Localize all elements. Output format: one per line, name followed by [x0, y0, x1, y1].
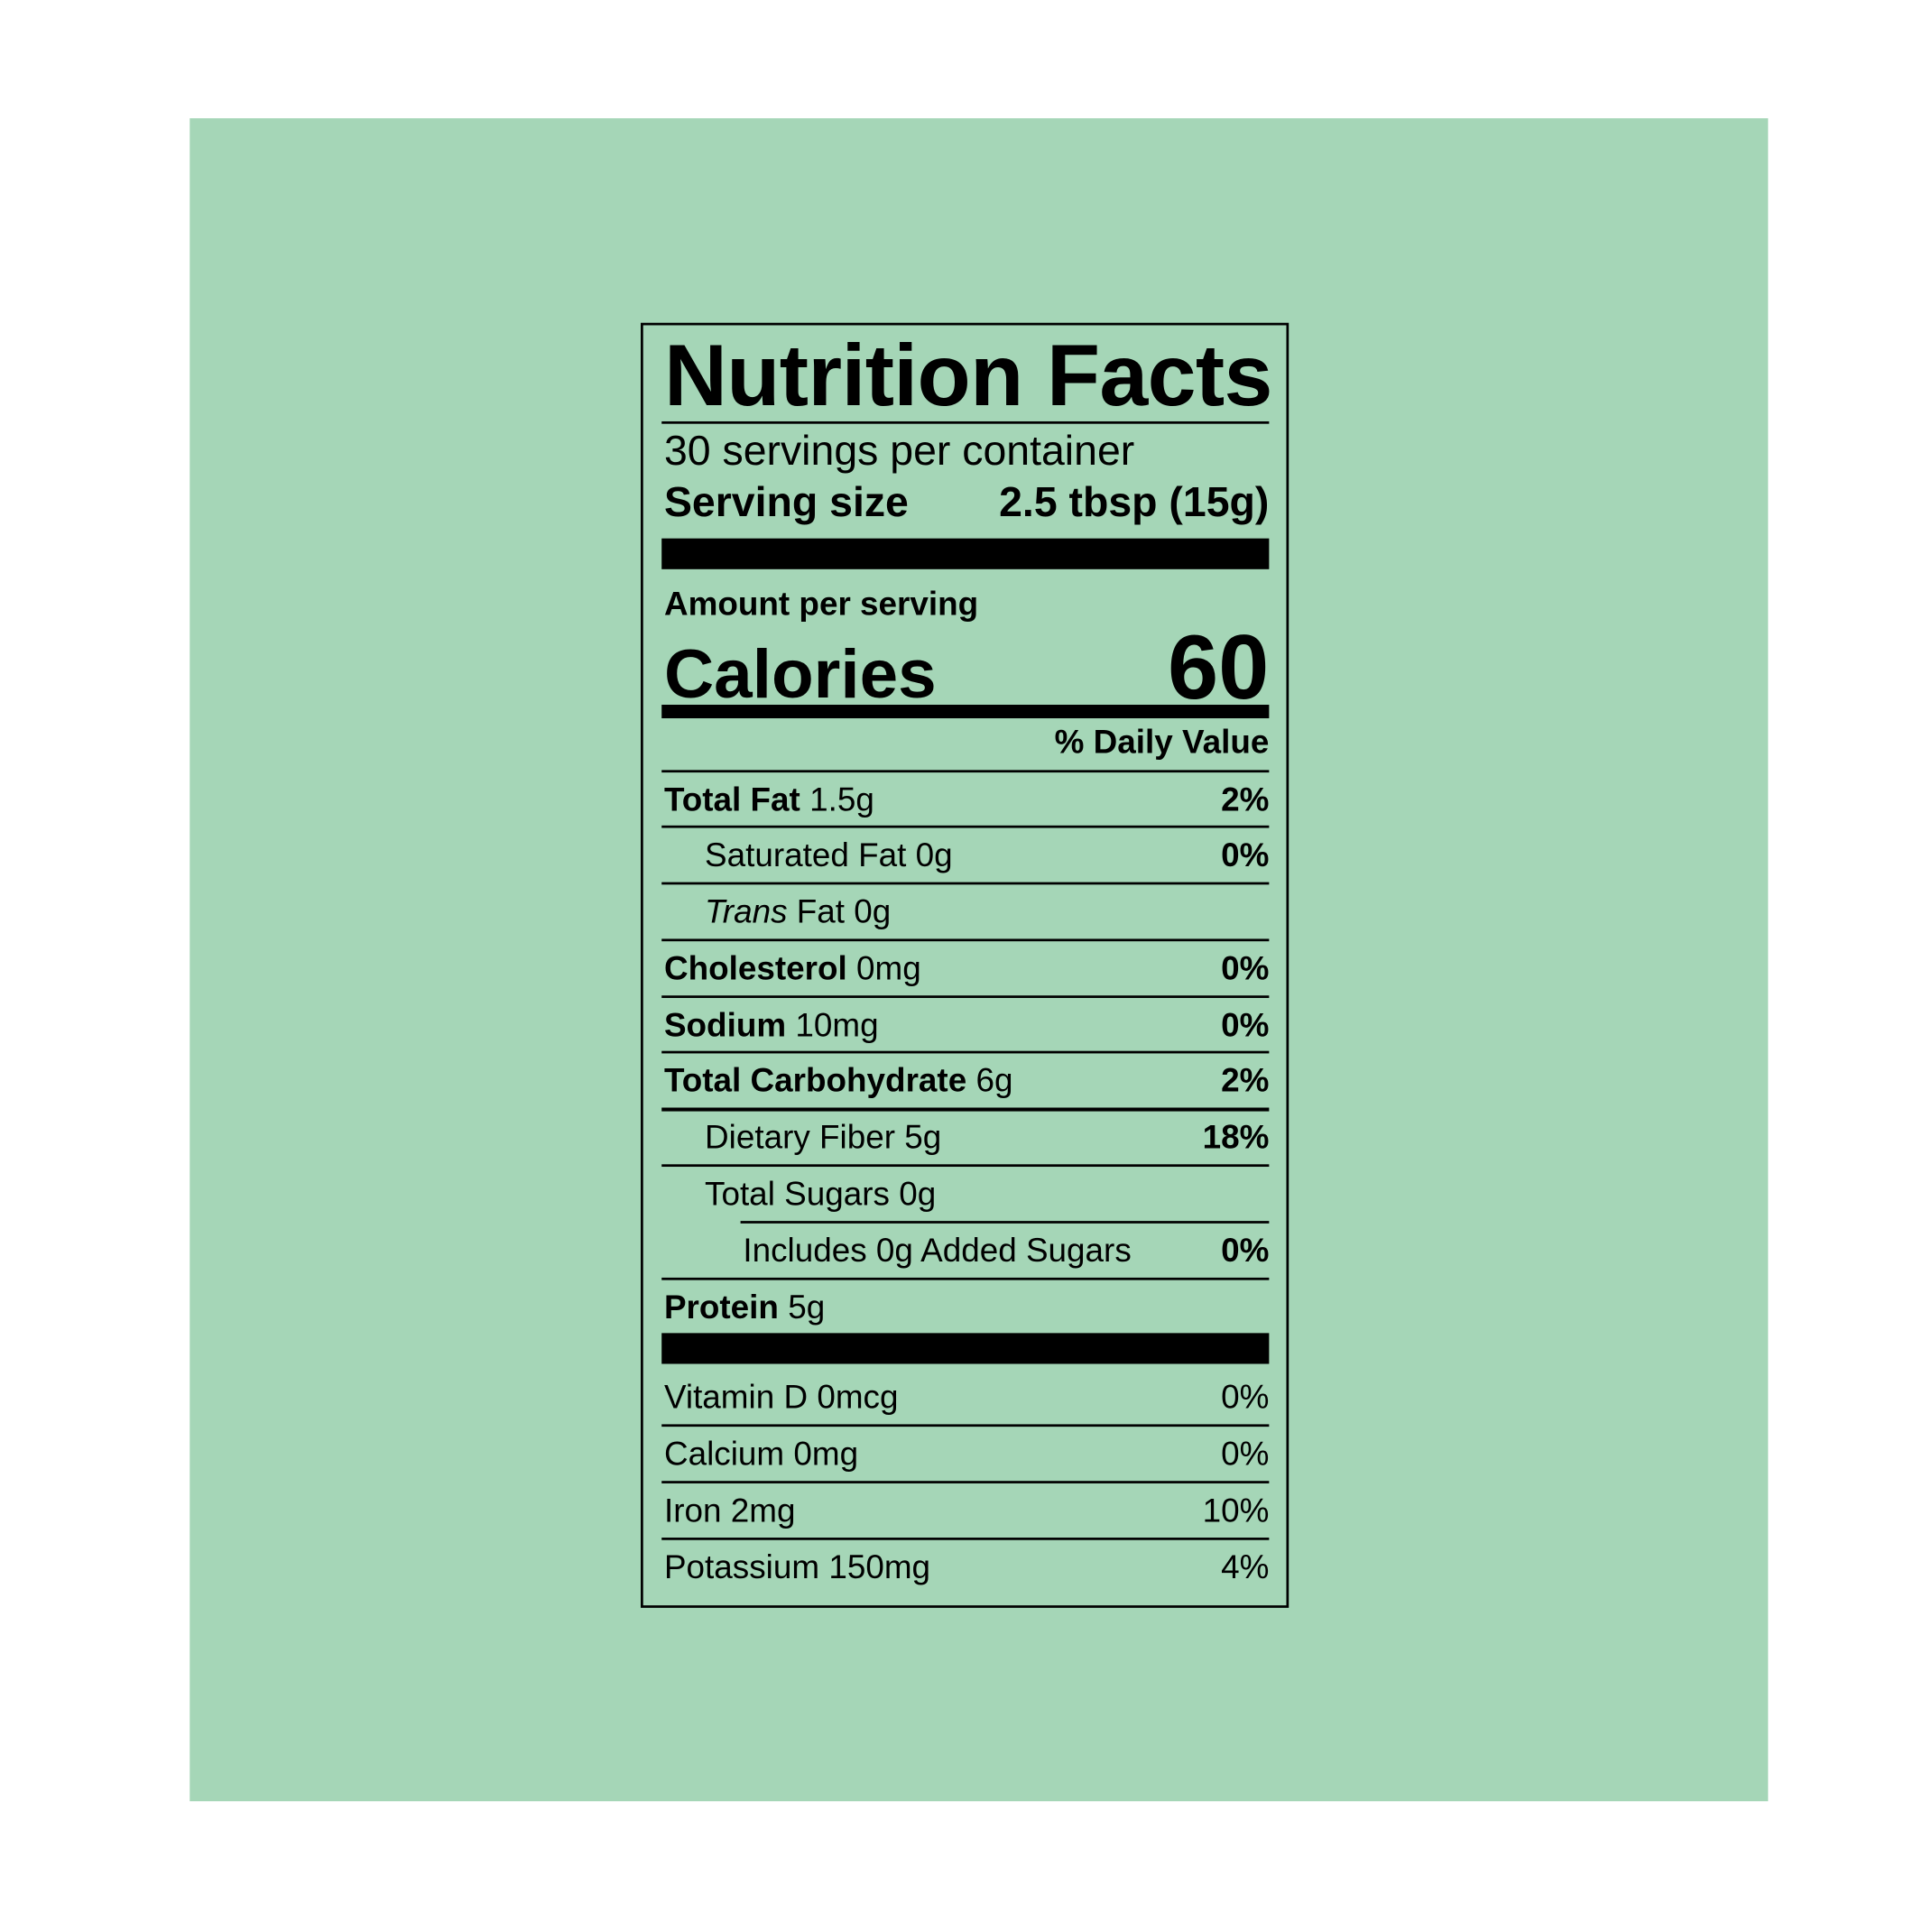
row-divider [661, 1107, 1270, 1112]
nutrient-row: Total Fat 1.5g 2% [661, 772, 1269, 827]
vitamin-name: Calcium [663, 1435, 785, 1472]
nutrient-row: Total Carbohydrate 6g 2% [661, 1053, 1269, 1107]
nutrient-name-wrap: Total Fat 1.5g [661, 781, 874, 818]
nutrient-amount: 5g [788, 1288, 826, 1326]
nutrient-daily-value: 2% [1221, 1061, 1270, 1099]
vitamin-amount: 0mcg [817, 1378, 899, 1416]
vitamin-name-wrap: Vitamin D 0mcg [661, 1378, 899, 1416]
label-title: Nutrition Facts [663, 328, 1272, 426]
vitamin-daily-value: 10% [1202, 1491, 1270, 1529]
nutrient-name: Total Carbohydrate [663, 1061, 967, 1099]
servings-per-container: 30 servings per container [663, 427, 1135, 475]
calories-label: Calories [663, 634, 937, 713]
nutrient-name: Dietary Fiber [705, 1118, 896, 1156]
row-divider [661, 1481, 1270, 1483]
calories-value: 60 [1167, 615, 1270, 719]
vitamin-name: Vitamin D [663, 1378, 809, 1416]
nutrient-amount: 1.5g [809, 780, 874, 818]
nutrient-name-wrap: Sodium 10mg [661, 1005, 879, 1044]
nutrient-name: Fat [796, 892, 846, 930]
nutrition-facts-label: Nutrition Facts 30 servings per containe… [641, 322, 1290, 1608]
nutrient-name-italic: Trans [705, 892, 788, 930]
nutrient-row: Includes 0g Added Sugars 0% [661, 1224, 1269, 1278]
nutrient-row: Saturated Fat 0g 0% [661, 828, 1269, 882]
thick-divider [661, 1333, 1270, 1364]
nutrient-amount: 6g [975, 1061, 1013, 1099]
vitamin-name-wrap: Calcium 0mg [661, 1435, 858, 1473]
nutrient-name: Cholesterol [663, 949, 847, 987]
nutrient-amount: 0g [915, 836, 953, 873]
nutrient-daily-value: 0% [1221, 949, 1270, 987]
nutrient-row: Protein 5g [661, 1280, 1269, 1335]
divider [661, 420, 1270, 424]
serving-size-value: 2.5 tbsp (15g) [999, 479, 1270, 527]
nutrient-daily-value: 0% [1221, 836, 1270, 873]
nutrient-name-wrap: Total Sugars 0g [661, 1175, 936, 1213]
nutrient-daily-value: 0% [1221, 1005, 1270, 1043]
daily-value-header: % Daily Value [1054, 723, 1270, 761]
row-divider [661, 995, 1270, 998]
vitamin-name: Potassium [663, 1548, 820, 1585]
vitamin-row: Calcium 0mg 0% [661, 1427, 1269, 1481]
nutrient-name-wrap: Protein 5g [661, 1289, 825, 1326]
nutrient-name: Saturated Fat [705, 836, 907, 873]
row-divider [661, 825, 1270, 828]
medium-divider [661, 705, 1270, 719]
nutrient-name-wrap: Cholesterol 0mg [661, 949, 921, 987]
row-divider [661, 882, 1270, 885]
row-divider [740, 1221, 1270, 1224]
vitamin-name-wrap: Iron 2mg [661, 1491, 796, 1529]
serving-size: Serving size 2.5 tbsp (15g) [664, 478, 1269, 528]
vitamin-amount: 150mg [828, 1548, 931, 1585]
vitamin-row: Vitamin D 0mcg 0% [661, 1370, 1269, 1424]
vitamin-daily-value: 0% [1221, 1378, 1270, 1416]
vitamin-name-wrap: Potassium 150mg [661, 1548, 930, 1586]
vitamin-amount: 2mg [730, 1491, 796, 1529]
nutrient-row: Trans Fat 0g [661, 884, 1269, 938]
nutrient-daily-value: 2% [1221, 780, 1270, 818]
nutrient-daily-value: 18% [1202, 1118, 1270, 1156]
vitamin-amount: 0mg [793, 1435, 859, 1472]
nutrient-name-wrap: Total Carbohydrate 6g [661, 1061, 1013, 1099]
nutrient-name-wrap: Includes 0g Added Sugars [661, 1231, 1132, 1270]
serving-size-label: Serving size [663, 479, 909, 527]
vitamin-daily-value: 4% [1221, 1548, 1270, 1585]
nutrient-row: Dietary Fiber 5g 18% [661, 1110, 1269, 1164]
nutrient-name: Includes 0g Added Sugars [743, 1231, 1132, 1269]
nutrient-name-wrap: Saturated Fat 0g [661, 836, 953, 873]
row-divider [661, 1424, 1270, 1427]
vitamin-row: Potassium 150mg 4% [661, 1540, 1269, 1594]
nutrient-row: Cholesterol 0mg 0% [661, 941, 1269, 995]
nutrient-amount: 5g [904, 1118, 942, 1156]
thick-divider [661, 538, 1270, 569]
nutrient-row: Total Sugars 0g [661, 1167, 1269, 1221]
nutrient-name-wrap: Dietary Fiber 5g [661, 1118, 941, 1156]
row-divider [661, 770, 1270, 773]
nutrient-name: Total Fat [663, 780, 800, 818]
vitamin-row: Iron 2mg 10% [661, 1483, 1269, 1538]
nutrient-name: Total Sugars [705, 1174, 890, 1212]
nutrient-name-wrap: Trans Fat 0g [661, 892, 891, 930]
calories: Calories 60 [664, 618, 1269, 716]
amount-per-serving: Amount per serving [663, 585, 979, 623]
nutrient-amount: 0g [854, 892, 892, 930]
row-divider [661, 1538, 1270, 1540]
vitamin-daily-value: 0% [1221, 1435, 1270, 1472]
vitamin-name: Iron [663, 1491, 722, 1529]
row-divider [661, 938, 1270, 942]
nutrient-row: Sodium 10mg 0% [661, 998, 1269, 1052]
nutrient-amount: 10mg [795, 1005, 879, 1043]
nutrient-name: Sodium [663, 1005, 787, 1043]
nutrient-name: Protein [663, 1288, 779, 1326]
nutrient-daily-value: 0% [1221, 1231, 1270, 1269]
row-divider [661, 1164, 1270, 1168]
row-divider [661, 1277, 1270, 1280]
nutrient-amount: 0mg [856, 949, 921, 987]
background-panel [190, 118, 1769, 1802]
row-divider [661, 1050, 1270, 1054]
nutrient-amount: 0g [899, 1174, 937, 1212]
